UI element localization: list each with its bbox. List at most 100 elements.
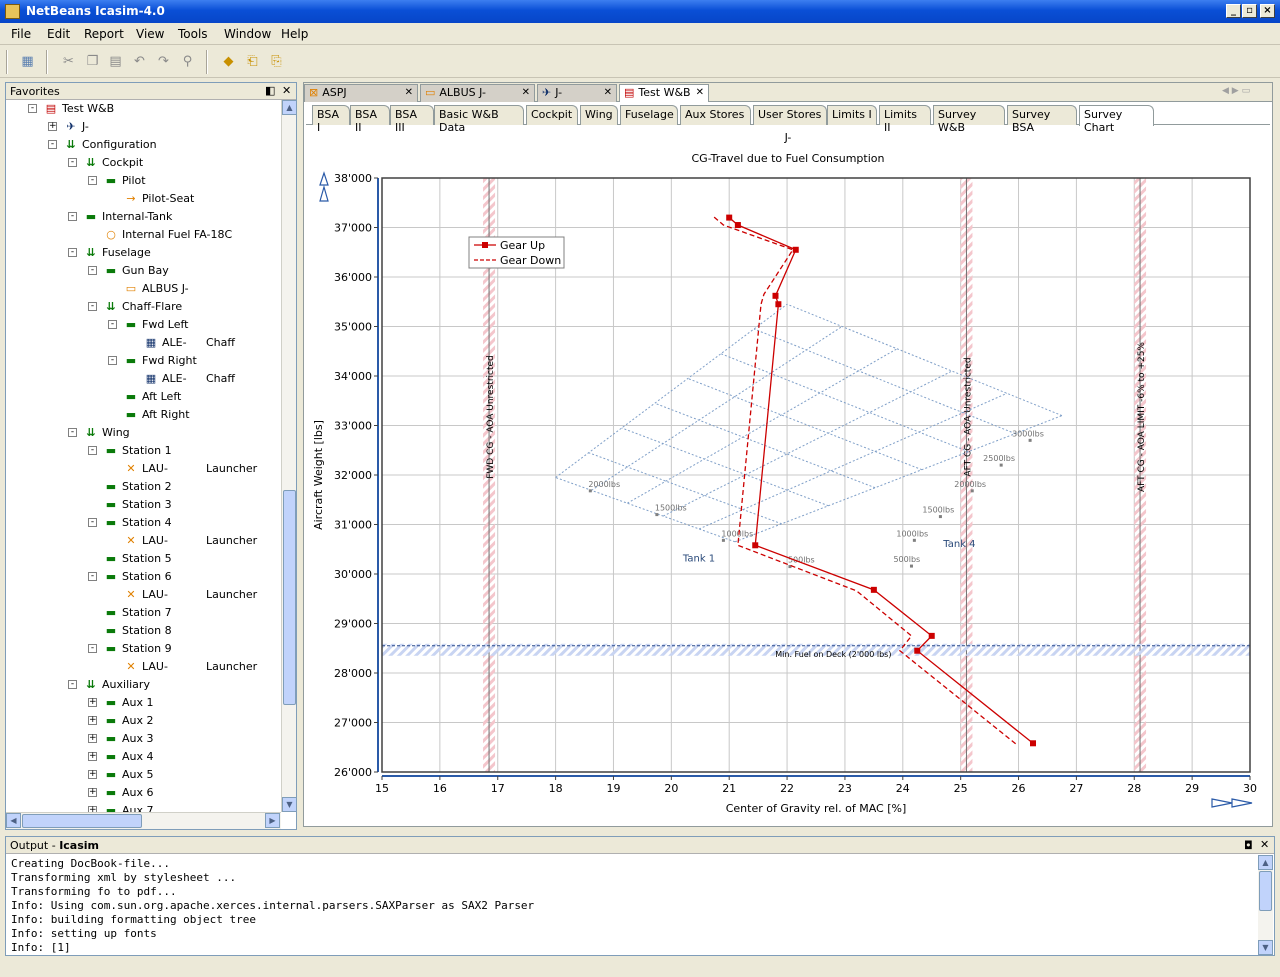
tree-node[interactable]: ✕ LAU- Launcher [122,460,257,478]
scroll-up-icon[interactable]: ▲ [1258,855,1273,870]
sub-tab[interactable]: Survey W&B [933,105,1005,134]
tree-node[interactable]: ▬ Station 9 [102,640,172,658]
document-tab[interactable]: ▭ ALBUS J- ✕ [420,84,535,102]
tree-node[interactable]: ▭ ALBUS J- [122,280,189,298]
tree-node[interactable]: ○ Internal Fuel FA-18C [102,226,232,244]
paste-icon[interactable]: ▤ [109,54,122,69]
document-tab[interactable]: ▤ Test W&B ✕ [619,84,709,102]
close-panel-icon[interactable]: ✕ [282,84,292,97]
sub-tab[interactable]: Limits I [827,105,877,125]
tree-expander[interactable]: - [48,140,57,149]
tree-node[interactable]: ✕ LAU- Launcher [122,532,257,550]
tree-expander[interactable]: + [88,751,97,761]
tree-expander[interactable]: - [68,680,77,689]
tree-node[interactable]: ▤ Test W&B [42,100,114,118]
tree-node[interactable]: ▬ Aux 2 [102,712,154,730]
find-icon[interactable]: ⚲ [182,54,193,69]
tree-expander[interactable]: - [88,446,97,455]
tree-node[interactable]: ▦ ALE- Chaff [142,334,235,352]
redo-icon[interactable]: ↷ [158,54,169,69]
tree-expander[interactable]: - [68,158,77,167]
tree-expander[interactable]: - [88,572,97,581]
close-tab-icon[interactable]: ✕ [404,87,413,98]
tree-expander[interactable]: + [88,733,97,743]
menu-help[interactable]: Help [281,27,309,41]
scroll-left-icon[interactable]: ◀ [6,813,21,828]
tree-expander[interactable]: - [68,248,77,257]
scroll-thumb[interactable] [1259,871,1272,911]
scroll-up-icon[interactable]: ▲ [282,100,297,115]
tree-expander[interactable]: + [88,806,97,812]
tree-expander[interactable]: - [28,104,37,113]
tree-node[interactable]: ▬ Station 2 [102,478,172,496]
scroll-thumb[interactable] [283,490,296,705]
minimize-button[interactable]: _ [1226,4,1241,18]
sub-tab[interactable]: Limits II [879,105,931,134]
minimize-panel-icon[interactable]: ◘ [1244,839,1253,852]
tree-expander[interactable]: + [88,697,97,707]
tree-node[interactable]: ▬ Pilot [102,172,146,190]
minimize-panel-icon[interactable]: ◧ [265,84,276,97]
sub-tab[interactable]: BSA I [312,105,350,134]
tree-node[interactable]: ▬ Aux 6 [102,784,154,802]
menu-file[interactable]: File [11,27,32,41]
tree-horizontal-scrollbar[interactable]: ◀ ▶ [6,812,281,829]
menu-edit[interactable]: Edit [47,27,71,41]
document-tab[interactable]: ✈ J- ✕ [537,84,617,102]
tree-node[interactable]: ▬ Station 7 [102,604,172,622]
cut-icon[interactable]: ✂ [63,54,74,69]
tree-expander[interactable]: - [88,266,97,275]
tree-expander[interactable]: - [108,320,117,329]
tree-node[interactable]: ▬ Aux 1 [102,694,154,712]
close-tab-icon[interactable]: ✕ [603,87,612,98]
undo-icon[interactable]: ↶ [134,54,145,69]
menu-report[interactable]: Report [84,27,124,41]
tree-node[interactable]: ▬ Aux 3 [102,730,154,748]
copy-icon[interactable]: ❐ [86,54,99,69]
close-button[interactable]: × [1260,4,1275,18]
tree-expander[interactable]: + [88,715,97,725]
sub-tab[interactable]: Aux Stores [680,105,751,125]
sub-tab[interactable]: Survey Chart [1079,105,1154,134]
document-tab[interactable]: ⊠ ASPJ ✕ [304,84,418,102]
next-bookmark-icon[interactable]: ⎘ [271,54,282,69]
scroll-down-icon[interactable]: ▼ [282,797,297,812]
scroll-down-icon[interactable]: ▼ [1258,940,1273,955]
tree-node[interactable]: ⇊ Configuration [62,136,156,154]
tree-node[interactable]: ✕ LAU- Launcher [122,586,257,604]
tree-expander[interactable]: - [88,518,97,527]
menu-window[interactable]: Window [224,27,272,41]
tree-expander[interactable]: + [88,769,97,779]
tree-node[interactable]: ▬ Station 5 [102,550,172,568]
tree-node[interactable]: ✈ J- [62,118,88,136]
tree-expander[interactable]: - [68,212,77,221]
menu-view[interactable]: View [136,27,165,41]
tree-node[interactable]: ▬ Station 1 [102,442,172,460]
tree-node[interactable]: ▬ Aux 7 [102,802,154,812]
tree-vertical-scrollbar[interactable]: ▲ ▼ [281,100,297,812]
tree-node[interactable]: ▬ Station 4 [102,514,172,532]
close-tab-icon[interactable]: ✕ [521,87,530,98]
tree-expander[interactable]: - [88,176,97,185]
sub-tab[interactable]: Basic W&B Data [434,105,524,134]
tree-expander[interactable]: - [88,644,97,653]
open-project-icon[interactable]: ▦ [21,54,34,69]
tree-node[interactable]: ▬ Station 8 [102,622,172,640]
close-panel-icon[interactable]: ✕ [1260,838,1270,851]
scroll-thumb[interactable] [22,814,142,828]
tree-node[interactable]: ⇊ Wing [82,424,129,442]
tree-node[interactable]: ✕ LAU- Launcher [122,658,257,676]
tree-node[interactable]: ▬ Fwd Left [122,316,189,334]
sub-tab[interactable]: Cockpit [526,105,578,125]
tree-node[interactable]: ⇊ Chaff-Flare [102,298,182,316]
tree-expander[interactable]: - [88,302,97,311]
tree-expander[interactable]: - [108,356,117,365]
tree-expander[interactable]: - [68,428,77,437]
tree-node[interactable]: → Pilot-Seat [122,190,194,208]
output-scrollbar[interactable]: ▲ ▼ [1258,855,1273,955]
tree-node[interactable]: ▬ Aft Right [122,406,190,424]
tree-node[interactable]: ⇊ Fuselage [82,244,150,262]
toggle-bookmark-icon[interactable]: ◆ [223,54,234,69]
tree-node[interactable]: ▬ Aux 4 [102,748,154,766]
tree-node[interactable]: ▬ Station 6 [102,568,172,586]
